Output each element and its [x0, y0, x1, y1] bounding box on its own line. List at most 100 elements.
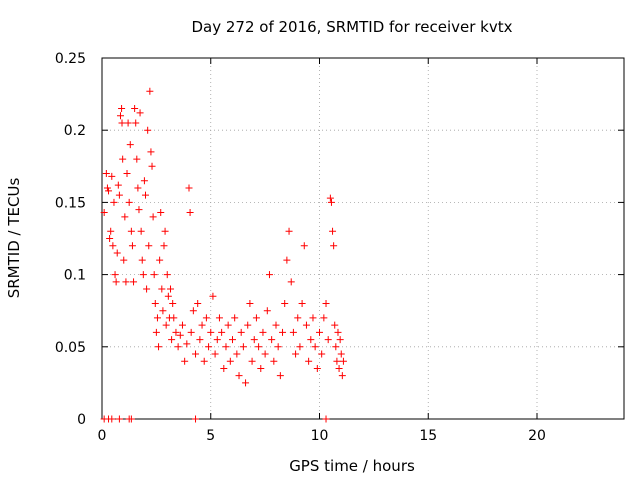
data-point — [265, 271, 273, 279]
data-point — [164, 292, 172, 300]
data-point — [205, 343, 213, 351]
data-point — [311, 343, 319, 351]
data-point — [252, 314, 260, 322]
data-point — [185, 184, 193, 192]
x-tick-label: 15 — [419, 428, 437, 444]
data-point — [172, 328, 180, 336]
data-point — [176, 331, 184, 339]
data-point — [125, 198, 133, 206]
data-point — [192, 415, 200, 423]
data-point — [124, 119, 132, 127]
data-point — [158, 285, 166, 293]
data-point — [255, 343, 263, 351]
data-point — [235, 372, 243, 380]
data-point — [137, 227, 145, 235]
data-point — [114, 181, 122, 189]
data-point — [229, 336, 236, 344]
x-tick-label: 5 — [206, 428, 215, 444]
data-point — [274, 343, 282, 351]
data-point — [302, 321, 310, 329]
y-tick-label: 0.15 — [55, 195, 86, 211]
data-point — [102, 170, 110, 178]
data-point — [181, 357, 189, 365]
data-point — [170, 314, 178, 322]
grid-lines — [102, 58, 624, 419]
data-point — [200, 357, 208, 365]
data-point — [213, 336, 221, 344]
data-point — [287, 278, 295, 286]
data-point — [149, 213, 157, 221]
data-point — [207, 328, 215, 336]
data-point — [134, 184, 142, 192]
data-point — [333, 357, 341, 365]
x-tick-label: 10 — [311, 428, 329, 444]
data-point — [120, 256, 128, 264]
data-point — [139, 271, 147, 279]
data-point — [339, 357, 347, 365]
data-point — [108, 415, 116, 423]
data-point — [220, 364, 228, 372]
data-point — [316, 328, 323, 336]
data-point — [110, 198, 118, 206]
data-point — [327, 198, 335, 206]
data-point — [152, 328, 160, 336]
axis-ticks — [101, 57, 624, 420]
data-point — [167, 285, 175, 293]
data-point — [130, 278, 138, 286]
data-point — [147, 148, 155, 156]
data-point — [128, 242, 136, 250]
data-point — [198, 321, 206, 329]
y-tick-label: 0.2 — [64, 123, 86, 139]
data-point — [222, 343, 230, 351]
data-point — [246, 299, 254, 307]
data-point — [111, 271, 119, 279]
plot-frame — [101, 57, 625, 420]
data-point — [148, 162, 156, 170]
data-point — [202, 314, 210, 322]
data-point — [131, 105, 139, 113]
data-point — [224, 321, 232, 329]
data-point — [122, 278, 130, 286]
data-point — [313, 364, 321, 372]
data-point — [289, 328, 297, 336]
data-point — [338, 372, 346, 380]
data-point — [209, 292, 217, 300]
data-point — [153, 314, 161, 322]
data-point — [169, 299, 177, 307]
data-point — [127, 227, 135, 235]
data-point — [160, 242, 168, 250]
data-point — [196, 336, 204, 344]
data-point — [150, 271, 158, 279]
data-point — [331, 321, 339, 329]
data-point — [143, 285, 151, 293]
data-point — [156, 256, 164, 264]
data-point — [294, 314, 302, 322]
x-tick-label: 0 — [98, 428, 107, 444]
data-point — [259, 328, 267, 336]
y-tick-label: 0.25 — [55, 51, 86, 67]
data-point — [330, 242, 338, 250]
data-point — [119, 155, 127, 163]
data-point — [226, 357, 234, 365]
data-point — [270, 357, 278, 365]
data-point — [233, 350, 241, 358]
data-point — [123, 170, 131, 178]
data-point — [145, 242, 153, 250]
data-point — [336, 336, 344, 344]
data-point — [127, 415, 135, 423]
data-point — [115, 191, 123, 199]
data-point — [136, 109, 144, 117]
data-point — [163, 271, 171, 279]
data-point — [231, 314, 239, 322]
data-point — [187, 328, 195, 336]
data-point — [335, 364, 343, 372]
data-point — [281, 299, 289, 307]
data-point — [218, 328, 226, 336]
x-axis-label: GPS time / hours — [289, 457, 415, 475]
data-point — [307, 336, 315, 344]
data-point — [239, 343, 247, 351]
data-point — [332, 343, 340, 351]
y-tick-label: 0 — [77, 412, 86, 428]
data-point — [142, 191, 149, 199]
